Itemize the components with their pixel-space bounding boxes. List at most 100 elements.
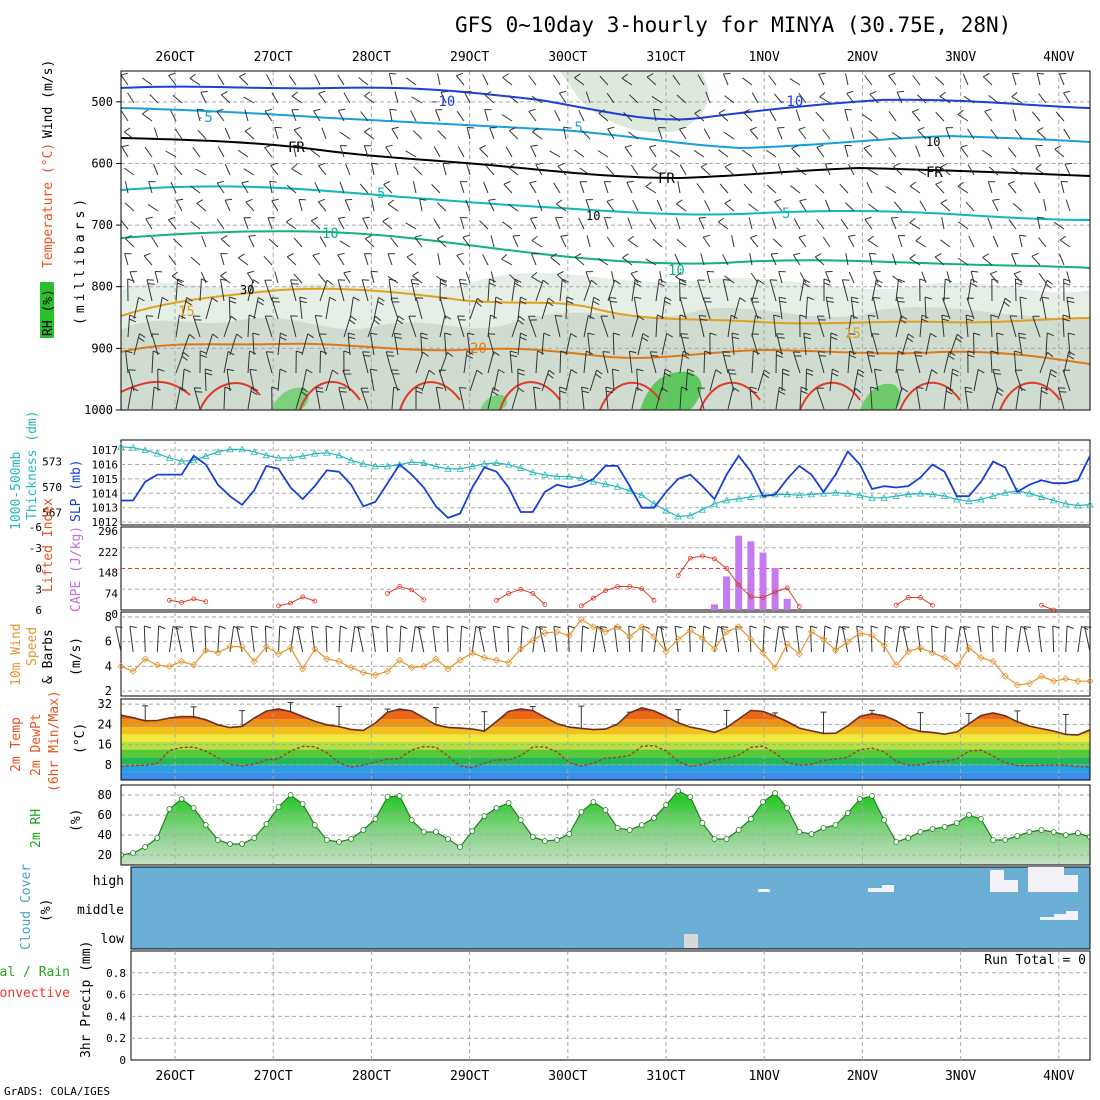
- upper-wind-barb: [585, 271, 591, 284]
- thickness-marker: [831, 488, 840, 496]
- upper-wind-barb-flag: [971, 270, 979, 273]
- upper-wind-barb: [685, 369, 689, 392]
- upper-wind-barb: [154, 271, 159, 284]
- upper-wind-barb-flag: [459, 279, 467, 281]
- upper-wind-barb-flag: [300, 391, 308, 397]
- upper-wind-barb: [579, 167, 591, 176]
- upper-wind-barb-flag: [533, 386, 541, 390]
- upper-wind-barb: [479, 220, 489, 230]
- upper-wind-barb-flag: [679, 314, 687, 318]
- ylabel-rh2m-unit: (%): [69, 809, 84, 832]
- upper-wind-barb: [866, 181, 873, 194]
- upper-wind-barb: [697, 279, 705, 302]
- isotherm-label-minus10b: -10: [778, 94, 803, 110]
- upper-wind-barb: [553, 182, 561, 194]
- rh-point: [832, 822, 839, 828]
- thickness-marker: [165, 454, 174, 461]
- upper-wind-barb: [528, 75, 537, 86]
- wind10m-background: [120, 611, 1091, 697]
- isotherm-plus20: [121, 342, 1090, 365]
- wind10m-barb: [781, 626, 788, 653]
- isotherm-minus5: [121, 107, 1090, 150]
- isotherm-label-minus5b: -5: [566, 120, 583, 136]
- top-date-label: 31OCT: [646, 50, 685, 65]
- upper-wind-barb: [731, 333, 735, 356]
- upper-wind-barb: [925, 369, 933, 392]
- upper-wind-barb-flag: [345, 198, 353, 201]
- lifted-index-point: [700, 553, 705, 559]
- wind10m-barb-flag: [432, 625, 440, 629]
- bottom-date-label: 28OCT: [352, 1069, 391, 1084]
- upper-wind-barb-flag: [239, 73, 246, 78]
- thickness-marker: [892, 492, 900, 499]
- wind10m-point: [335, 657, 343, 665]
- upper-wind-barb: [153, 127, 159, 140]
- wind10m-barb-flag: [749, 625, 757, 629]
- rh-point: [1038, 827, 1045, 833]
- upper-wind-barb: [387, 253, 393, 266]
- upper-wind-barb-flag: [750, 234, 758, 239]
- upper-wind-barb-flag: [664, 368, 672, 373]
- upper-wind-barb-flag: [699, 315, 707, 317]
- upper-wind-barb-flag: [763, 369, 771, 375]
- upper-wind-barb: [509, 351, 513, 374]
- temp-tick-label: 16: [98, 738, 112, 752]
- upper-wind-barb: [597, 150, 609, 158]
- top-date-labels: 26OCT 27OCT 28OCT 29OCT 30OCT 31OCT 1NOV 2NOV 3N…: [155, 50, 1074, 65]
- thickness-marker: [141, 446, 149, 454]
- upper-wind-barb-flag: [495, 296, 503, 301]
- rh-point: [227, 841, 233, 847]
- upper-wind-barb: [909, 185, 921, 194]
- upper-wind-barb: [145, 315, 153, 338]
- upper-wind-barb: [175, 315, 180, 338]
- upper-wind-barb-flag: [778, 296, 787, 300]
- upper-wind-barb-flag: [703, 234, 711, 238]
- upper-wind-barb-flag: [606, 198, 614, 202]
- upper-wind-barb-flag: [257, 300, 264, 306]
- temp-dewpt-grid: [121, 699, 1090, 780]
- upper-wind-barb: [676, 238, 687, 248]
- upper-wind-barb-flag: [630, 270, 638, 274]
- upper-wind-barb: [1035, 145, 1041, 158]
- upper-wind-barb: [314, 181, 321, 194]
- upper-wind-barb: [535, 164, 543, 176]
- upper-wind-barb-flag: [1041, 390, 1048, 395]
- wind10m-point: [299, 665, 307, 673]
- precip-tick-label: 0: [119, 1054, 126, 1067]
- upper-wind-barb: [679, 164, 687, 176]
- upper-wind-barb: [769, 279, 777, 302]
- upper-wind-barb-flag: [664, 296, 672, 301]
- upper-wind-barb: [661, 369, 666, 392]
- upper-wind-barb-flag: [414, 234, 422, 238]
- rh-point: [711, 836, 718, 842]
- cloud-panel: high middle low Cloud Cover (%): [19, 864, 1091, 950]
- upper-wind-barb: [669, 114, 681, 122]
- upper-wind-barb-flag: [142, 109, 149, 115]
- upper-wind-barb: [661, 333, 668, 356]
- upper-wind-barb-flag: [249, 368, 257, 371]
- upper-wind-barb: [196, 202, 207, 212]
- upper-wind-barb: [1053, 221, 1065, 230]
- upper-wind-barb: [482, 254, 489, 266]
- upper-wind-barb-flag: [509, 350, 518, 354]
- upper-wind-barb: [630, 273, 639, 284]
- upper-wind-barb: [370, 271, 375, 284]
- upper-wind-barb-flag: [188, 333, 196, 339]
- cloud-mid-block-1: [1040, 917, 1054, 920]
- upper-wind-barb: [607, 128, 615, 140]
- upper-wind-barb-flag: [1004, 297, 1012, 303]
- upper-wind-barb-flag: [698, 216, 706, 219]
- upper-wind-barb: [285, 221, 297, 230]
- upper-wind-barb-flag: [220, 235, 228, 240]
- cloud-high-block-4: [990, 870, 1004, 892]
- wind10m-barb-flag: [400, 625, 408, 630]
- wind10m-barb: [580, 625, 584, 653]
- upper-wind-barb: [751, 315, 756, 338]
- wind10m-barb: [795, 626, 800, 653]
- upper-wind-barb-flag: [621, 73, 628, 79]
- upper-wind-barb-flag: [339, 391, 347, 393]
- upper-wind-barb: [127, 92, 135, 104]
- upper-wind-barb: [406, 77, 417, 86]
- upper-wind-barb: [517, 333, 521, 356]
